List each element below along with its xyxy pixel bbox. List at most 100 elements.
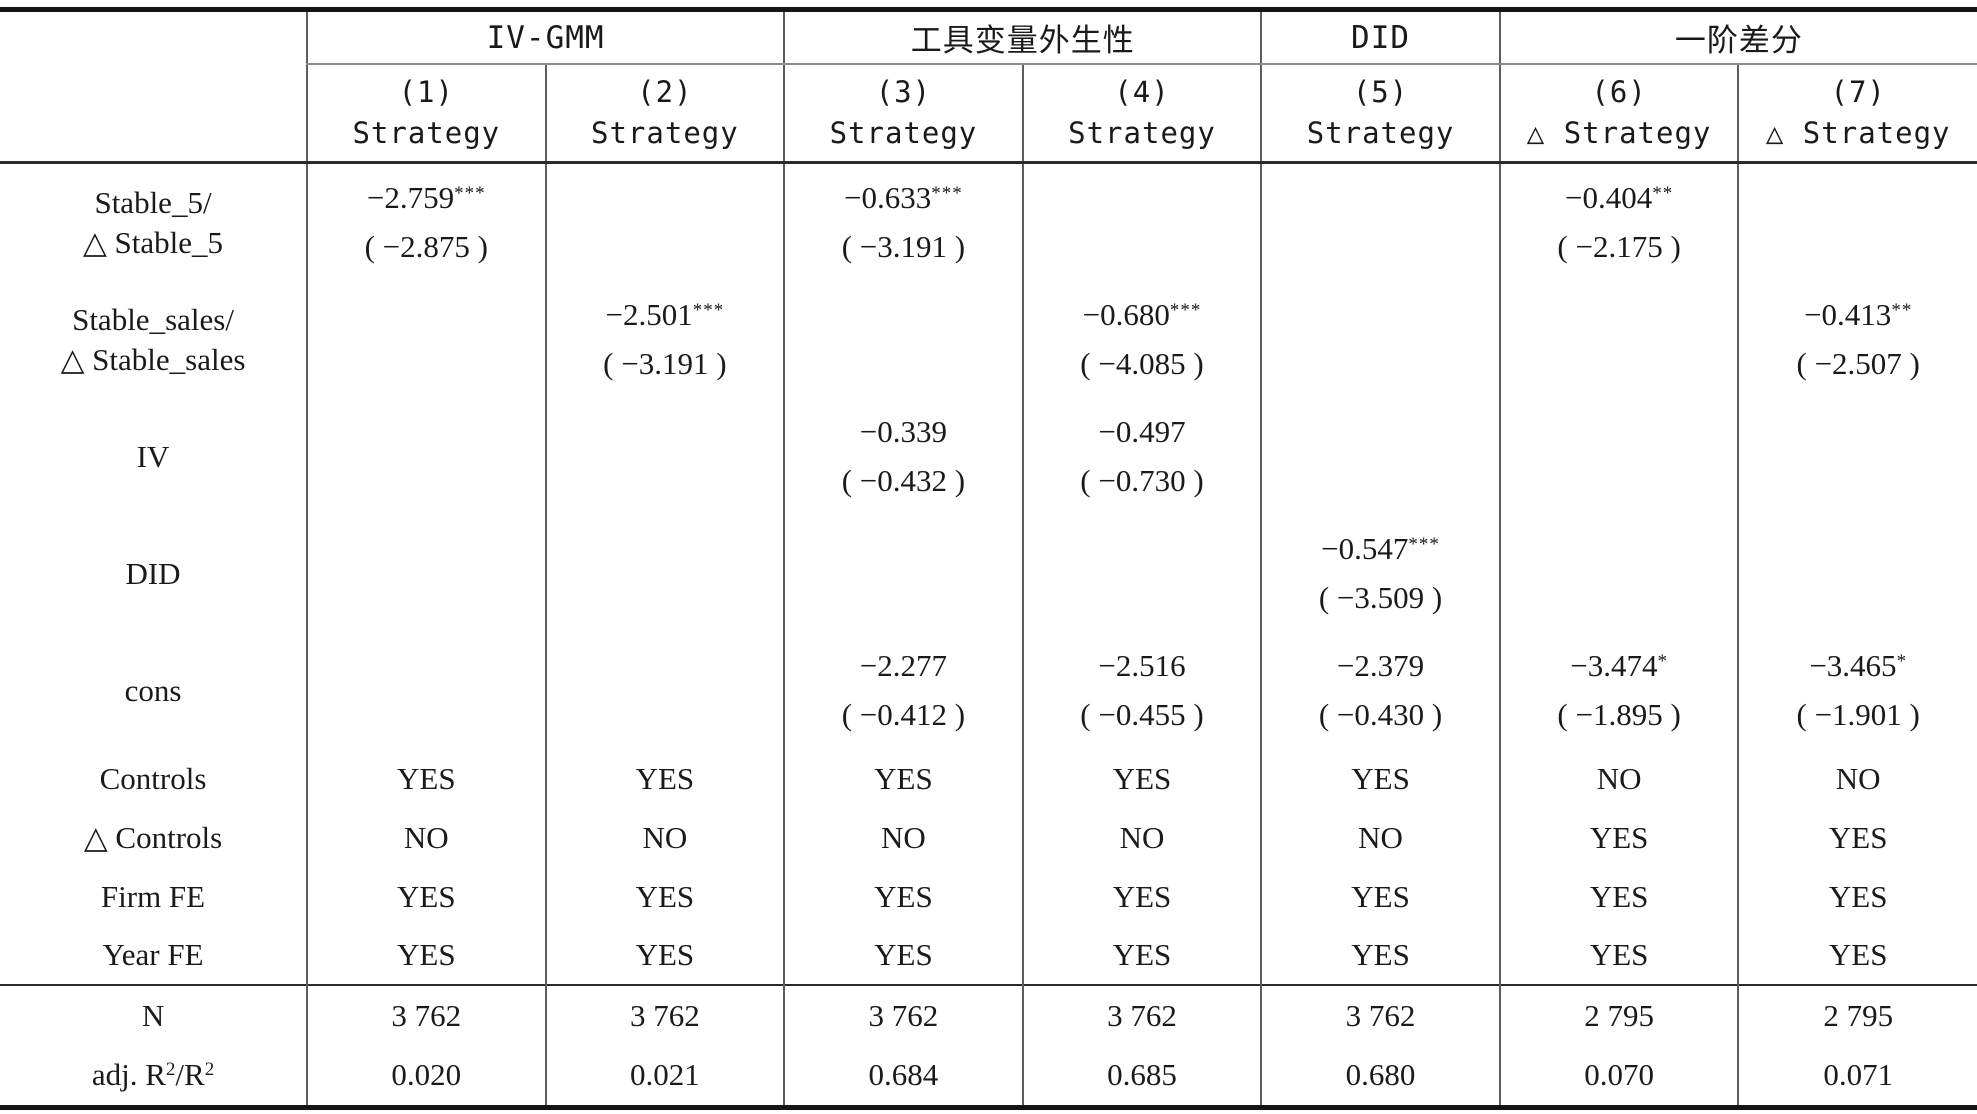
t-statistic: ( −2.507 ) — [1796, 346, 1920, 381]
column-header-1: (1) Strategy — [306, 64, 546, 164]
specification-cell: YES — [544, 926, 785, 985]
statistic-cell: 3 762 — [1260, 984, 1500, 1045]
significance-stars: *** — [1408, 534, 1440, 555]
coefficient-number: −2.379 — [1336, 648, 1425, 683]
dependent-variable-label: Strategy — [591, 115, 739, 150]
coefficient-cell — [544, 398, 785, 515]
significance-stars: *** — [454, 183, 486, 204]
coefficient-cell: −0.404** ( −2.175 ) — [1498, 162, 1739, 281]
coefficient-number: −0.547 — [1321, 531, 1409, 566]
model-number: (2) — [637, 74, 693, 109]
specification-cell: YES — [544, 749, 785, 808]
coefficient-cell: −0.547*** ( −3.509 ) — [1260, 515, 1500, 632]
row-label: IV — [0, 398, 307, 515]
row-label: Stable_5/ △ Stable_5 — [0, 163, 307, 282]
t-statistic: ( −1.901 ) — [1796, 697, 1920, 732]
coefficient-value: −2.501*** — [548, 298, 784, 332]
specification-cell: NO — [1260, 808, 1500, 867]
coefficient-value: −0.404** — [1502, 181, 1738, 215]
dependent-variable-label: Strategy — [1068, 115, 1216, 150]
specification-cell: NO — [306, 808, 546, 867]
coefficient-stack: −0.497 ( −0.730 ) — [1025, 398, 1261, 515]
row-label: DID — [0, 515, 307, 632]
statistic-cell: 0.020 — [306, 1045, 546, 1105]
coefficient-cell — [1737, 398, 1977, 515]
coefficient-value: −2.516 — [1025, 649, 1261, 683]
t-statistic: ( −0.412 ) — [841, 697, 966, 732]
group-header-1: IV-GMM — [306, 12, 785, 65]
model-number: (4) — [1114, 74, 1170, 109]
column-header-7: (7) △ Strategy — [1737, 64, 1977, 164]
specification-row: Controls YES YES YES YES YES NO NO — [0, 749, 1977, 808]
coefficient-stack: −2.501*** ( −3.191 ) — [548, 281, 784, 398]
coefficient-row: DID −0.547*** ( −3.509 ) — [0, 515, 1977, 632]
group-header-3: DID — [1260, 12, 1500, 65]
t-statistic: ( −2.875 ) — [364, 229, 488, 264]
specification-cell: YES — [783, 749, 1023, 808]
t-statistic: ( −0.432 ) — [841, 463, 966, 498]
coefficient-value: −2.379 — [1263, 648, 1499, 683]
coefficient-row: IV −0.339 ( −0.432 ) −0.497 ( −0.730 ) — [0, 398, 1977, 515]
coefficient-cell: −2.759*** ( −2.875 ) — [306, 162, 546, 281]
coefficient-row: Stable_5/△ Stable_5 −2.759***( −2.875 ) −0… — [0, 162, 1977, 282]
t-statistic: ( −3.191 ) — [603, 346, 727, 381]
coefficient-cell — [783, 515, 1023, 632]
coefficient-cell: −2.516 ( −0.455 ) — [1021, 632, 1262, 749]
coefficient-number: −0.497 — [1098, 414, 1186, 449]
coefficient-value: −0.497 — [1025, 414, 1261, 449]
coefficient-cell: −0.339 ( −0.432 ) — [783, 398, 1023, 515]
statistic-cell: 0.070 — [1498, 1045, 1739, 1105]
model-number: (1) — [398, 74, 454, 109]
column-header-2: (2) Strategy — [544, 64, 785, 164]
t-statistic: ( −2.175 ) — [1557, 229, 1681, 264]
coefficient-row: Stable_sales/△ Stable_sales −2.501*** ( −3… — [0, 281, 1977, 398]
coefficient-number: −0.680 — [1082, 297, 1170, 332]
specification-cell: NO — [1021, 808, 1262, 867]
coefficient-cell — [1260, 162, 1500, 281]
coefficient-cell — [1021, 162, 1262, 281]
coefficient-cell — [544, 632, 785, 749]
coefficient-number: −2.277 — [859, 648, 948, 683]
column-header-stack: (4) Strategy — [1025, 65, 1261, 160]
coefficient-cell — [1498, 515, 1739, 632]
statistic-cell: 0.680 — [1260, 1045, 1500, 1105]
dependent-variable-label: Strategy — [829, 115, 978, 150]
t-statistic: ( −3.191 ) — [841, 229, 966, 264]
coefficient-row: cons −2.277 ( −0.412 ) −2.516 ( −0.455 ) −2.3… — [0, 632, 1977, 749]
specification-cell: YES — [1498, 926, 1739, 985]
specification-row: Year FE YES YES YES YES YES YES YES — [0, 926, 1977, 985]
significance-stars: *** — [1169, 300, 1202, 321]
model-number: (5) — [1352, 74, 1409, 109]
coefficient-stack: −3.465* ( −1.901 ) — [1740, 632, 1977, 749]
column-header-5: (5) Strategy — [1260, 64, 1500, 164]
coefficient-number: −0.339 — [859, 414, 948, 449]
significance-stars: * — [1896, 651, 1908, 672]
row-label: Stable_sales/ △ Stable_sales — [0, 281, 307, 398]
row-label: N — [0, 984, 308, 1045]
column-header-3: (3) Strategy — [783, 64, 1023, 164]
coefficient-cell: −3.474* ( −1.895 ) — [1498, 632, 1739, 749]
coefficient-cell — [1021, 515, 1262, 632]
coefficient-value: −0.547*** — [1263, 531, 1499, 566]
coefficient-stack: −2.516 ( −0.455 ) — [1025, 632, 1261, 749]
row-label: Firm FE — [100, 878, 206, 914]
specification-cell: YES — [306, 867, 546, 926]
coefficient-cell — [1260, 281, 1500, 398]
coefficient-cell — [306, 398, 546, 515]
column-header-stack: (5) Strategy — [1263, 65, 1499, 160]
row-label-line: cons — [124, 672, 182, 708]
coefficient-number: −3.474 — [1570, 648, 1658, 683]
significance-stars: ** — [1891, 300, 1913, 321]
row-label-line: IV — [136, 438, 170, 474]
row-label-line: △ Stable_5 — [82, 224, 224, 260]
coefficient-cell — [306, 515, 546, 632]
t-statistic: ( −0.455 ) — [1080, 697, 1204, 732]
column-header-stack: (6) △ Strategy — [1502, 65, 1738, 160]
dependent-variable-label: Strategy — [1306, 115, 1455, 150]
significance-stars: *** — [692, 300, 725, 321]
row-label: △ Controls — [83, 819, 223, 855]
t-statistic: ( −0.730 ) — [1080, 463, 1204, 498]
group-header-4: 一阶差分 — [1498, 12, 1977, 65]
coefficient-cell — [783, 281, 1023, 398]
coefficient-stack: −2.379 ( −0.430 ) — [1263, 632, 1499, 749]
